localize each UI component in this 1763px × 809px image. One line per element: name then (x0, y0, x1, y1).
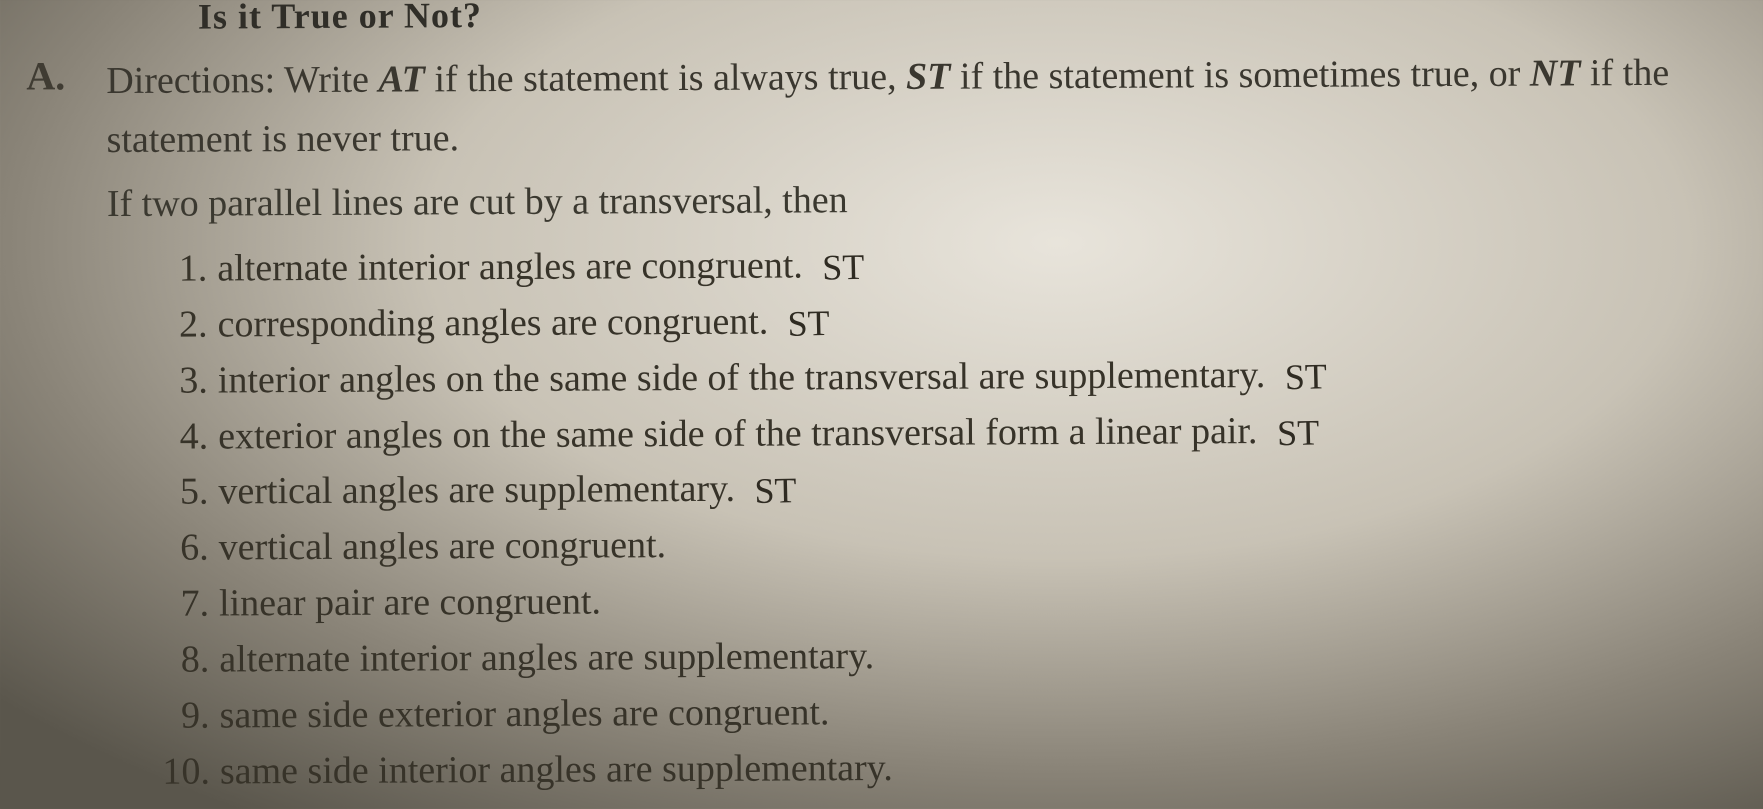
handwritten-answer: ST (1284, 350, 1327, 404)
list-item: 3. interior angles on the same side of t… (160, 347, 1327, 409)
code-nt: NT (1530, 52, 1581, 94)
item-number: 3. (160, 353, 208, 409)
code-st: ST (906, 56, 951, 98)
list-item: 9. same side exterior angles are congrue… (161, 683, 1328, 745)
handwritten-answer: ST (754, 465, 797, 519)
directions-text: Directions: Write AT if the statement is… (106, 44, 1722, 170)
list-item: 2. corresponding angles are congruent. S… (159, 292, 1326, 354)
directions-mid1: if the statement is always true, (425, 56, 906, 101)
item-text: same side exterior angles are congruent. (220, 691, 830, 736)
code-at: AT (378, 58, 425, 100)
handwritten-answer: ST (822, 241, 865, 295)
list-item: 8. alternate interior angles are supplem… (161, 627, 1328, 689)
item-text: vertical angles are supplementary. (218, 468, 735, 513)
intro-line: If two parallel lines are cut by a trans… (107, 178, 848, 226)
list-item: 5. vertical angles are supplementary. ST (160, 459, 1327, 521)
list-item: 4. exterior angles on the same side of t… (160, 403, 1327, 465)
handwritten-answer: ST (1276, 406, 1319, 460)
directions-mid2: if the statement is sometimes true, or (950, 53, 1530, 98)
item-number: 9. (161, 688, 209, 744)
item-number: 10. (162, 744, 210, 800)
item-text: interior angles on the same side of the … (218, 354, 1266, 401)
list-item: 1. alternate interior angles are congrue… (159, 236, 1326, 298)
item-text: linear pair are congruent. (219, 581, 601, 625)
section-letter: A. (26, 52, 65, 99)
page-title: Is it True or Not? (198, 0, 482, 38)
item-text: same side interior angles are supplement… (220, 747, 893, 793)
worksheet-page: Is it True or Not? A. Directions: Write … (0, 0, 1763, 809)
item-number: 5. (160, 465, 208, 521)
list-item: 7. linear pair are congruent. (161, 571, 1328, 633)
list-item: 6. vertical angles are congruent. (161, 515, 1328, 577)
list-item: 10. same side interior angles are supple… (162, 738, 1329, 800)
item-number: 1. (159, 242, 207, 298)
item-text: alternate interior angles are congruent. (217, 244, 803, 289)
handwritten-answer: ST (787, 297, 830, 351)
item-number: 8. (161, 633, 209, 689)
item-text: vertical angles are congruent. (219, 524, 667, 568)
item-number: 4. (160, 409, 208, 465)
item-text: exterior angles on the same side of the … (218, 410, 1258, 457)
item-number: 2. (159, 297, 207, 353)
directions-prefix: Directions: Write (106, 59, 378, 102)
item-number: 7. (161, 577, 209, 633)
statement-list: 1. alternate interior angles are congrue… (159, 236, 1329, 801)
item-number: 6. (161, 521, 209, 577)
item-text: alternate interior angles are supplement… (219, 635, 874, 680)
item-text: corresponding angles are congruent. (217, 300, 768, 345)
